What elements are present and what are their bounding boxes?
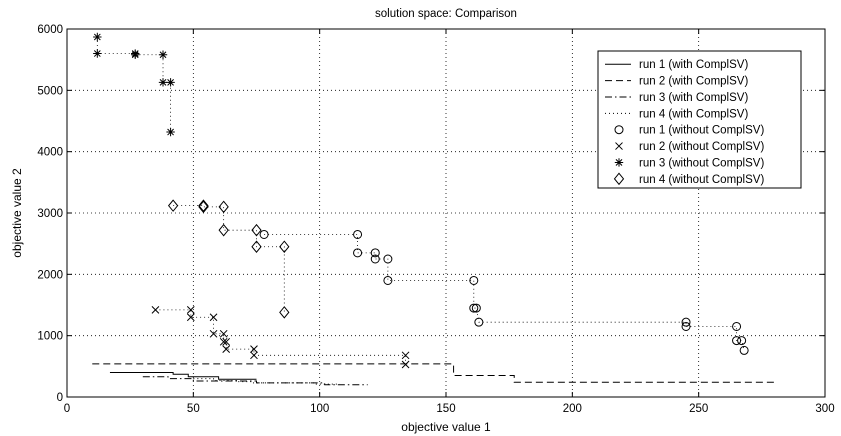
- x-marker: [209, 329, 218, 338]
- y-tick-label: 2000: [37, 269, 63, 281]
- circle-marker: [370, 248, 380, 258]
- y-tick-label: 3000: [37, 208, 63, 220]
- series-5: [259, 229, 749, 355]
- diamond-marker: [167, 199, 179, 212]
- series-line: [92, 363, 777, 383]
- circle-marker: [370, 254, 380, 264]
- x-tick-label: 300: [815, 403, 834, 415]
- diamond-marker: [279, 306, 290, 319]
- y-axis-label: objective value 2: [10, 168, 24, 258]
- gridlines: [67, 29, 825, 397]
- star-marker: [93, 49, 102, 58]
- circle-marker: [353, 229, 363, 239]
- circle-marker: [739, 345, 749, 355]
- legend-label: run 1 (without ComplSV): [639, 125, 764, 137]
- diamond-marker: [198, 200, 209, 214]
- x-marker: [186, 306, 195, 314]
- diamond-marker: [279, 240, 290, 254]
- series-6: [151, 306, 410, 369]
- legend-item: run 1 (without ComplSV): [614, 125, 764, 137]
- series-1: [109, 371, 257, 380]
- x-axis-label: objective value 1: [401, 420, 491, 434]
- star-marker: [158, 50, 168, 59]
- diamond-marker: [218, 223, 229, 237]
- y-tick-label: 6000: [37, 24, 63, 36]
- series-7: [93, 32, 175, 137]
- circle-marker: [471, 303, 481, 313]
- y-tick-label: 4000: [37, 147, 63, 159]
- legend-item: run 2 (without ComplSV): [615, 141, 764, 153]
- legend-item: run 4 (with ComplSV): [605, 108, 748, 120]
- series-layer: [92, 32, 777, 386]
- legend-label: run 2 (with ComplSV): [639, 76, 748, 88]
- circle-marker: [732, 336, 742, 346]
- legend-item: run 3 (with ComplSV): [605, 92, 748, 104]
- diamond-marker: [218, 200, 229, 214]
- y-tick-label: 1000: [37, 331, 63, 343]
- chart-title: solution space: Comparison: [375, 8, 517, 20]
- diamond-marker: [613, 172, 625, 186]
- x-marker: [401, 351, 410, 360]
- series-8: [167, 199, 290, 319]
- x-tick-label: 50: [187, 403, 200, 415]
- x-marker: [615, 142, 623, 150]
- star-marker: [614, 158, 624, 167]
- legend-label: run 3 (without ComplSV): [639, 157, 764, 169]
- x-marker: [401, 360, 410, 369]
- star-marker: [131, 50, 140, 59]
- circle-marker: [259, 229, 269, 239]
- star-marker: [166, 78, 175, 87]
- diamond-marker: [251, 223, 262, 237]
- ticks: [66, 28, 826, 398]
- circle-marker: [474, 317, 484, 327]
- circle-marker: [681, 321, 691, 331]
- legend-item: run 3 (without ComplSV): [614, 157, 764, 169]
- x-marker: [186, 313, 195, 322]
- x-marker: [250, 351, 258, 360]
- legend-label: run 4 (without ComplSV): [639, 174, 764, 186]
- series-2: [92, 363, 777, 383]
- x-marker: [222, 337, 231, 346]
- tick-labels: 0 50 100 150 200 250 3000100020003000400050006…: [37, 24, 834, 415]
- circle-marker: [469, 303, 479, 313]
- star-marker: [158, 78, 168, 87]
- y-tick-label: 5000: [37, 85, 63, 97]
- legend-label: run 4 (with ComplSV): [639, 108, 748, 120]
- legend-box: [597, 50, 802, 189]
- legend-label: run 1 (with ComplSV): [639, 59, 748, 71]
- legend-label: run 2 (without ComplSV): [639, 141, 764, 153]
- legend-item: run 2 (with ComplSV): [605, 76, 748, 88]
- diamond-marker: [198, 199, 209, 212]
- legend-label: run 3 (with ComplSV): [639, 92, 748, 104]
- star-marker: [93, 32, 102, 42]
- legend-item: run 1 (with ComplSV): [605, 59, 748, 71]
- y-tick-label: 0: [57, 392, 63, 404]
- circle-marker: [732, 321, 742, 331]
- circle-marker: [614, 125, 624, 135]
- circle-marker: [353, 248, 363, 258]
- circle-marker: [681, 317, 691, 327]
- x-marker: [219, 329, 228, 338]
- legend: run 1 (with ComplSV) run 2 (with ComplSV)…: [597, 50, 802, 189]
- x-marker: [209, 313, 218, 322]
- legend-item: run 4 (without ComplSV): [613, 172, 764, 186]
- diamond-marker: [251, 240, 262, 254]
- star-marker: [166, 127, 175, 137]
- circle-marker: [383, 254, 393, 264]
- x-tick-label: 150: [436, 403, 455, 415]
- x-tick-label: 100: [310, 403, 329, 415]
- x-marker: [219, 337, 228, 346]
- x-marker: [250, 345, 258, 354]
- series-line: [109, 371, 257, 380]
- x-tick-label: 200: [563, 403, 582, 415]
- circle-marker: [737, 336, 747, 346]
- x-marker: [151, 306, 160, 314]
- x-tick-label: 0: [64, 403, 70, 415]
- circle-marker: [383, 275, 393, 285]
- x-marker: [222, 345, 231, 354]
- circle-marker: [469, 275, 479, 285]
- x-tick-label: 250: [689, 403, 708, 415]
